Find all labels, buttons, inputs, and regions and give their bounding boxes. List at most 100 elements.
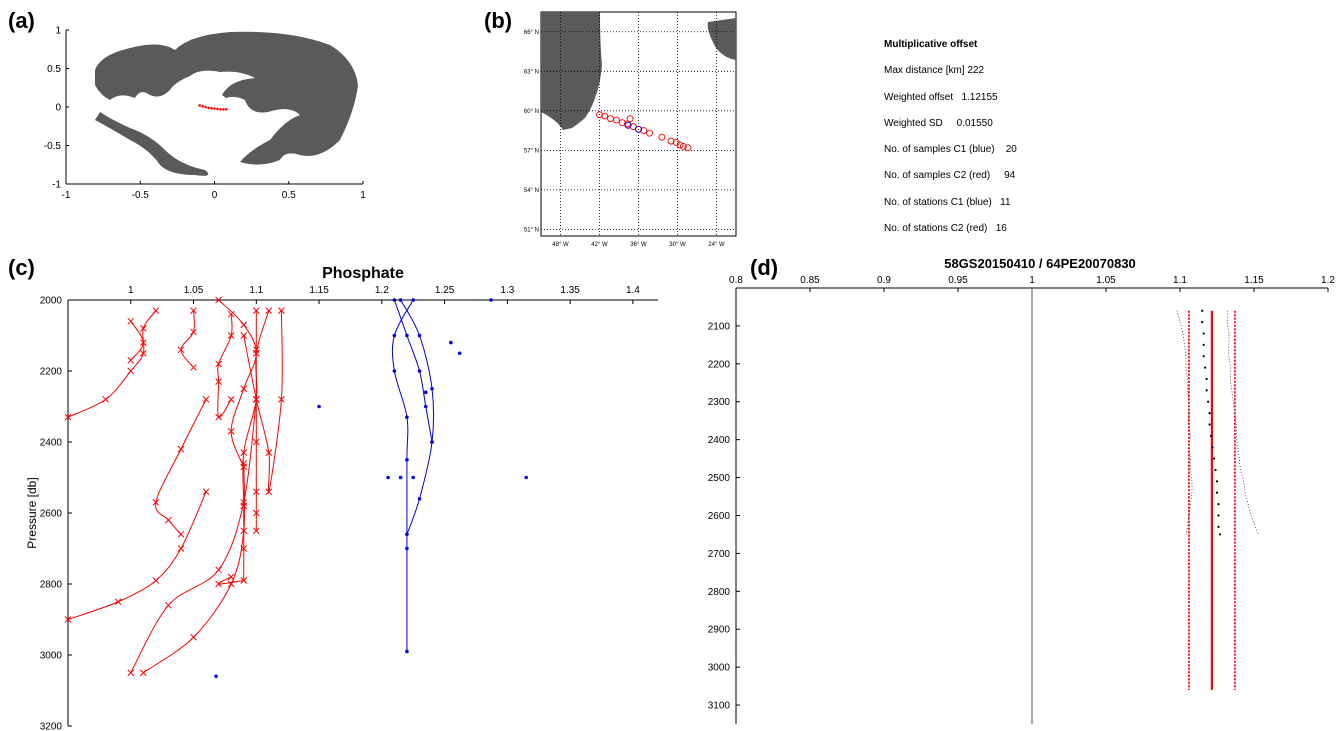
- map-lon-label: 42° W: [591, 242, 608, 248]
- offset-mean-point: [1207, 400, 1210, 403]
- c2-sample-marker: [177, 545, 185, 552]
- offset-mean-point: [1209, 434, 1213, 437]
- offset-mean-point: [1202, 343, 1205, 346]
- section-point: [204, 105, 207, 109]
- info-row: Max distance [km] 222: [884, 64, 1144, 90]
- info-value: 1.12155: [961, 91, 998, 103]
- section-point: [201, 104, 204, 108]
- panel-a-y-tick-label: 0.5: [47, 64, 61, 75]
- panel-a-x-tick-label: -0.5: [132, 190, 150, 201]
- offset-summary: Multiplicative offset Max distance [km] …: [884, 38, 1144, 248]
- c2-sample-marker: [240, 577, 248, 584]
- map-lon-label: 24° W: [708, 242, 725, 248]
- c2-sample-marker: [202, 396, 210, 403]
- c1-sample-marker: [411, 298, 416, 302]
- c2-sample-marker: [252, 396, 260, 403]
- c1-sample-marker: [430, 440, 434, 444]
- c2-sample-marker: [252, 438, 260, 446]
- panel-d-x-tick-label: 1.1: [1173, 275, 1187, 286]
- station-marker: [612, 116, 620, 124]
- panel-d-x-tick-label: 1.2: [1321, 275, 1335, 286]
- c1-sample-marker: [405, 457, 409, 462]
- offset-mean-point: [1217, 503, 1220, 506]
- section-point: [213, 107, 216, 110]
- panel-c-y-label: Pressure [db]: [25, 477, 39, 548]
- c2-sample-marker: [252, 527, 260, 535]
- c1-sample-marker: [392, 298, 397, 302]
- c2-sample-marker: [139, 325, 147, 332]
- c2-sample-marker: [240, 385, 248, 393]
- c1-sample-marker: [417, 333, 422, 338]
- c1-sample-marker: [405, 415, 409, 419]
- c2-sample-marker: [139, 339, 147, 346]
- panel-d-y-tick-label: 2400: [708, 435, 731, 446]
- info-value: 20: [1005, 144, 1017, 156]
- panel-d-y-tick-label: 2100: [708, 321, 731, 332]
- c1-sample-marker: [405, 649, 409, 654]
- c2-sample-marker: [278, 396, 285, 403]
- profile-line: [218, 299, 257, 468]
- info-label: Weighted SD: [884, 117, 943, 129]
- c2-sample-marker: [190, 633, 197, 641]
- section-point: [216, 107, 219, 111]
- c2-sample-marker: [240, 449, 248, 457]
- station-marker: [618, 119, 626, 127]
- panel-d-x-tick-label: 0.8: [729, 275, 743, 286]
- panel-a-x-tick-label: 1: [360, 190, 366, 201]
- panel-c-y-tick-label: 2600: [40, 509, 63, 520]
- c2-sample-marker: [240, 332, 248, 339]
- offset-mean-point: [1212, 457, 1216, 460]
- c2-sample-marker: [190, 328, 197, 336]
- iceland: [707, 18, 736, 60]
- panel-d-label: (d): [750, 255, 779, 280]
- panel-c-label: (c): [8, 255, 35, 280]
- c1-sample-marker: [411, 475, 416, 480]
- c2-sample-marker: [177, 445, 185, 453]
- panel-c-x-tick-label: 1.3: [500, 285, 514, 296]
- panel-c-x-tick-label: 1.05: [184, 285, 204, 296]
- c2-sample-marker: [64, 413, 72, 421]
- c2-sample-marker: [215, 296, 222, 304]
- station-marker: [676, 141, 684, 149]
- profile-line: [180, 310, 195, 368]
- c1-sample-marker: [386, 475, 390, 480]
- station-marker: [640, 127, 648, 135]
- panel-c-x-tick-label: 1.2: [375, 285, 389, 296]
- c1-sample-marker: [398, 475, 403, 480]
- c1-sample-marker: [398, 298, 403, 302]
- panel-a-label: (a): [8, 8, 35, 33]
- c1-sample-marker: [524, 475, 528, 480]
- c2-sample-marker: [252, 307, 260, 315]
- c2-sample-marker: [64, 616, 72, 623]
- globe-landmass: [95, 31, 358, 176]
- panel-c-x-tick-label: 1: [128, 285, 134, 296]
- c2-sample-marker: [127, 356, 135, 364]
- station-marker: [626, 115, 634, 123]
- c2-sample-marker: [152, 307, 160, 315]
- panel-d-y-tick-label: 2600: [708, 511, 731, 522]
- info-label: No. of samples C1 (blue): [884, 144, 995, 156]
- profile-line: [391, 299, 414, 652]
- c2-sample-marker: [139, 669, 147, 677]
- panel-d-x-tick-label: 1.15: [1244, 275, 1264, 286]
- c2-sample-marker: [215, 580, 222, 588]
- panel-d-y-tick-label: 3100: [708, 701, 731, 712]
- envelope-lower: [1176, 310, 1193, 535]
- c2-sample-marker: [215, 378, 222, 386]
- c2-sample-marker: [139, 349, 147, 357]
- c2-sample-marker: [240, 459, 248, 467]
- panel-d-x-tick-label: 0.85: [800, 275, 820, 286]
- map-lat-label: 66° N: [524, 30, 539, 36]
- continent-shape: [95, 112, 209, 176]
- panel-c-x-tick-label: 1.1: [249, 285, 263, 296]
- c1-sample-marker: [417, 497, 422, 501]
- map-lon-label: 48° W: [552, 242, 569, 248]
- continent-shape: [190, 38, 215, 49]
- station-marker: [596, 111, 603, 119]
- station-marker: [658, 133, 666, 141]
- panel-d-x-tick-label: 1.05: [1096, 275, 1116, 286]
- map-lat-label: 51° N: [524, 227, 539, 233]
- c2-sample-marker: [240, 527, 248, 535]
- offset-mean-point: [1202, 355, 1205, 358]
